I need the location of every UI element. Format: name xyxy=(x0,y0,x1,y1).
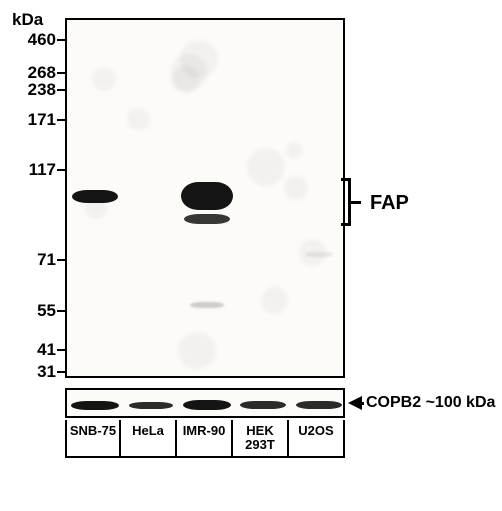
loading-control-blot xyxy=(65,388,345,418)
mw-tick-text: 71 xyxy=(37,250,56,270)
protein-band xyxy=(184,214,230,224)
tick-dash-icon xyxy=(57,119,65,121)
arrow-line xyxy=(360,402,364,405)
lane-label-box: IMR-90 xyxy=(177,420,233,458)
mw-tick-text: 460 xyxy=(28,30,56,50)
lane-label-box: HeLa xyxy=(121,420,177,458)
tick-dash-icon xyxy=(57,169,65,171)
tick-dash-icon xyxy=(57,310,65,312)
protein-band xyxy=(181,182,233,210)
mw-tick-text: 55 xyxy=(37,301,56,321)
mw-tick-55: 55 xyxy=(10,301,65,321)
mw-tick-171: 171 xyxy=(10,110,65,130)
blot-noise xyxy=(92,67,117,92)
loading-band xyxy=(296,401,342,409)
tick-dash-icon xyxy=(57,259,65,261)
blot-noise xyxy=(178,332,216,370)
tick-dash-icon xyxy=(57,89,65,91)
mw-tick-text: 31 xyxy=(37,362,56,382)
blot-noise xyxy=(284,176,307,199)
loading-band xyxy=(71,401,118,410)
lane-label-text: HEK293T xyxy=(233,424,287,453)
blot-noise xyxy=(247,148,285,186)
blot-noise xyxy=(172,66,199,93)
lane-label-box: HEK293T xyxy=(233,420,289,458)
copb2-label: COPB2 ~100 kDa xyxy=(366,394,495,412)
main-western-blot xyxy=(65,18,345,378)
mw-tick-text: 171 xyxy=(28,110,56,130)
mw-tick-41: 41 xyxy=(10,340,65,360)
loading-band xyxy=(240,401,286,409)
mw-tick-460: 460 xyxy=(10,30,65,50)
bracket-bottom-tick xyxy=(341,223,351,226)
lane-label-box: SNB-75 xyxy=(65,420,121,458)
mw-tick-31: 31 xyxy=(10,362,65,382)
mw-tick-117: 117 xyxy=(10,160,65,180)
protein-band xyxy=(190,302,224,308)
protein-band xyxy=(305,252,333,257)
loading-band xyxy=(129,402,174,409)
lane-label-text: U2OS xyxy=(289,424,343,438)
figure-container: kDa FAP COPB2 ~100 kDa 46026823817111771… xyxy=(10,10,492,501)
protein-band xyxy=(72,190,118,203)
fap-label: FAP xyxy=(370,192,409,215)
mw-tick-71: 71 xyxy=(10,250,65,270)
mw-tick-238: 238 xyxy=(10,80,65,100)
bracket-mid-tick xyxy=(351,201,361,204)
loading-band xyxy=(183,400,231,410)
lane-label-text: IMR-90 xyxy=(177,424,231,438)
blot-noise xyxy=(261,287,288,314)
tick-dash-icon xyxy=(57,349,65,351)
blot-noise xyxy=(127,108,150,131)
tick-dash-icon xyxy=(57,72,65,74)
blot-noise xyxy=(286,142,303,159)
tick-dash-icon xyxy=(57,371,65,373)
mw-tick-text: 238 xyxy=(28,80,56,100)
tick-dash-icon xyxy=(57,39,65,41)
mw-tick-text: 117 xyxy=(29,160,56,180)
bracket-top-tick xyxy=(341,178,351,181)
lane-label-box: U2OS xyxy=(289,420,345,458)
lane-label-text: HeLa xyxy=(121,424,175,438)
mw-tick-text: 41 xyxy=(37,340,56,360)
axis-unit-label: kDa xyxy=(12,10,43,30)
lane-label-text: SNB-75 xyxy=(67,424,119,438)
